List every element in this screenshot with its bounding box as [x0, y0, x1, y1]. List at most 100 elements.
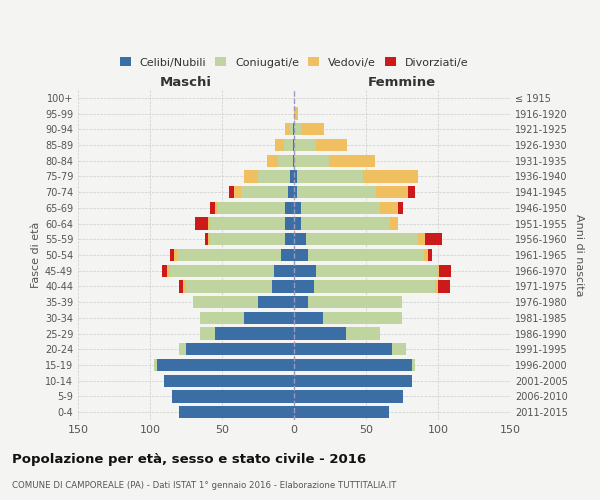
Bar	[316, 264, 437, 277]
Bar	[172, 390, 294, 402]
Bar	[294, 233, 305, 245]
Bar	[294, 218, 301, 230]
Bar	[170, 264, 274, 277]
Bar	[437, 264, 439, 277]
Bar	[301, 218, 391, 230]
Bar	[208, 218, 211, 230]
Bar	[179, 280, 183, 292]
Bar	[294, 390, 403, 402]
Bar	[286, 123, 290, 136]
Bar	[294, 154, 329, 167]
Bar	[294, 108, 298, 120]
Bar	[161, 264, 167, 277]
Bar	[392, 343, 406, 355]
Legend: Celibi/Nubili, Coniugati/e, Vedovi/e, Divorziati/e: Celibi/Nubili, Coniugati/e, Vedovi/e, Di…	[115, 52, 473, 72]
Bar	[294, 170, 297, 182]
Bar	[391, 218, 398, 230]
Bar	[286, 218, 294, 230]
Bar	[363, 170, 418, 182]
Bar	[272, 280, 294, 292]
Bar	[294, 374, 412, 387]
Bar	[294, 264, 316, 277]
Bar	[193, 296, 258, 308]
Bar	[286, 233, 294, 245]
Bar	[284, 139, 293, 151]
Bar	[258, 296, 294, 308]
Bar	[208, 233, 211, 245]
Bar	[211, 202, 215, 214]
Bar	[425, 233, 442, 245]
Bar	[297, 170, 363, 182]
Text: Maschi: Maschi	[160, 76, 212, 89]
Bar	[157, 359, 294, 371]
Bar	[435, 280, 438, 292]
Bar	[186, 280, 272, 292]
Bar	[294, 343, 392, 355]
Bar	[293, 154, 294, 167]
Bar	[233, 186, 241, 198]
Bar	[376, 186, 408, 198]
Bar	[218, 202, 286, 214]
Bar	[301, 202, 380, 214]
Bar	[418, 233, 425, 245]
Bar	[294, 202, 301, 214]
Bar	[294, 312, 323, 324]
Bar	[290, 123, 293, 136]
Bar	[294, 249, 308, 261]
Bar	[170, 249, 175, 261]
Bar	[215, 328, 294, 340]
Bar	[294, 359, 412, 371]
Bar	[186, 343, 294, 355]
Bar	[380, 202, 398, 214]
Bar	[294, 406, 389, 418]
Bar	[439, 264, 451, 277]
Bar	[205, 233, 208, 245]
Bar	[294, 186, 297, 198]
Bar	[424, 249, 428, 261]
Bar	[297, 186, 376, 198]
Bar	[274, 264, 294, 277]
Bar	[179, 406, 294, 418]
Bar	[179, 343, 186, 355]
Bar	[200, 312, 244, 324]
Bar	[329, 154, 374, 167]
Bar	[294, 296, 308, 308]
Bar	[290, 170, 294, 182]
Bar	[200, 328, 215, 340]
Bar	[305, 233, 418, 245]
Bar	[294, 280, 314, 292]
Bar	[244, 312, 294, 324]
Bar	[215, 202, 218, 214]
Bar	[164, 374, 294, 387]
Bar	[346, 328, 380, 340]
Bar	[301, 123, 324, 136]
Bar	[286, 202, 294, 214]
Text: COMUNE DI CAMPOREALE (PA) - Dati ISTAT 1° gennaio 2016 - Elaborazione TUTTITALIA: COMUNE DI CAMPOREALE (PA) - Dati ISTAT 1…	[12, 481, 397, 490]
Bar	[275, 139, 284, 151]
Bar	[294, 123, 301, 136]
Bar	[244, 170, 258, 182]
Bar	[316, 139, 347, 151]
Bar	[428, 249, 432, 261]
Bar	[178, 249, 281, 261]
Bar	[438, 280, 449, 292]
Bar	[308, 296, 402, 308]
Bar	[229, 186, 233, 198]
Bar	[398, 202, 403, 214]
Y-axis label: Anni di nascita: Anni di nascita	[574, 214, 584, 296]
Bar	[241, 186, 288, 198]
Bar	[211, 218, 286, 230]
Bar	[314, 280, 435, 292]
Bar	[308, 249, 424, 261]
Bar	[323, 312, 402, 324]
Bar	[154, 359, 157, 371]
Bar	[183, 280, 186, 292]
Bar	[293, 139, 294, 151]
Bar	[278, 154, 293, 167]
Bar	[293, 123, 294, 136]
Bar	[408, 186, 415, 198]
Text: Popolazione per età, sesso e stato civile - 2016: Popolazione per età, sesso e stato civil…	[12, 452, 366, 466]
Bar	[194, 218, 208, 230]
Bar	[175, 249, 178, 261]
Bar	[294, 328, 346, 340]
